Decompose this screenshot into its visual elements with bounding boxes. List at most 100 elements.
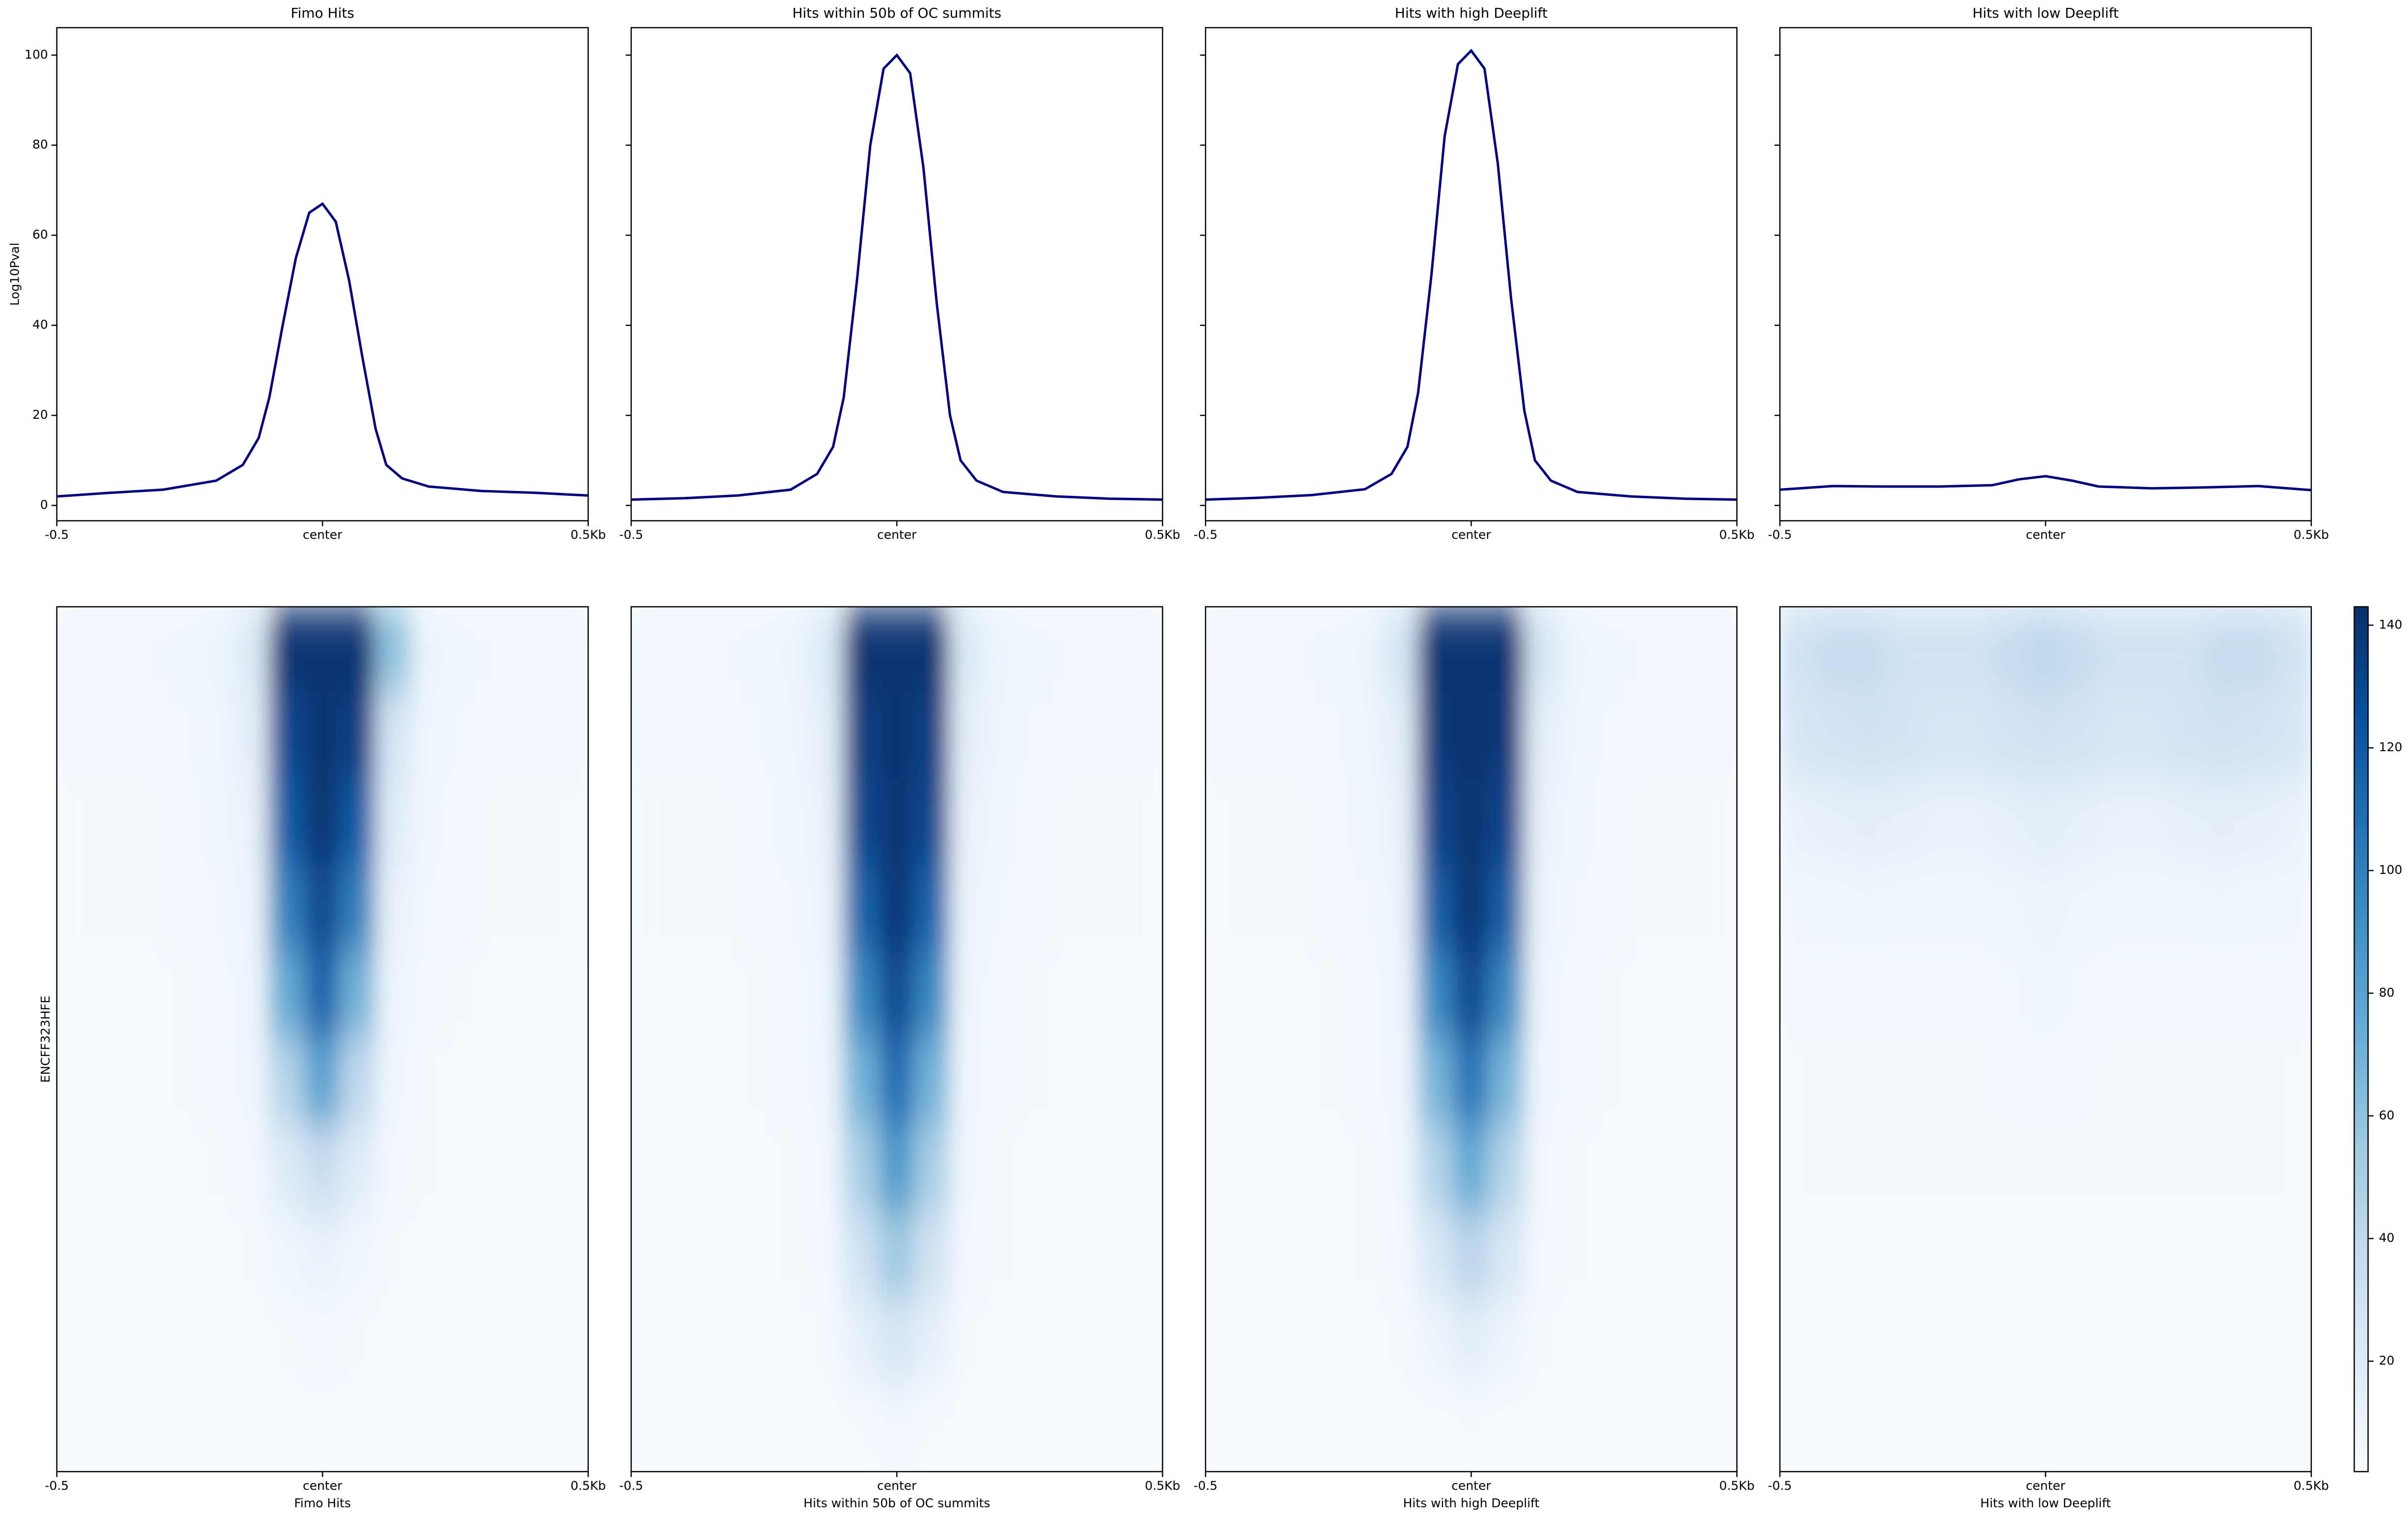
heatmap-cell [552,1385,589,1472]
heatmap-cell [2134,1125,2170,1213]
heatmap-cell [1559,693,1596,781]
heatmap-cell [268,1125,305,1213]
heatmap-cell [1205,1211,1242,1300]
heatmap-cell [2027,693,2064,781]
heatmap-cell [1559,1298,1596,1386]
heatmap-cell [410,1385,447,1472]
heatmap-cell [2134,1298,2170,1386]
heatmap-cell [985,693,1021,781]
heatmap-cell [233,1385,270,1472]
heatmap-cell [1921,952,1958,1040]
heatmap-cell [631,952,668,1040]
heatmap-cell [949,866,986,953]
heatmap-cell [1488,1385,1525,1472]
heatmap-cell [481,1211,518,1300]
heatmap-cell [1850,779,1887,867]
heatmap-cell [1488,952,1525,1040]
heatmap-cell [1559,866,1596,953]
heatmap-cell [2062,1385,2099,1472]
x-tick-label: 0.5Kb [1145,1478,1180,1493]
heatmap-cell [843,693,880,781]
heatmap-cell [807,1298,844,1386]
heatmap-cell [1524,1211,1560,1300]
heatmap-cell [701,1038,738,1126]
heatmap-cell [1665,606,1702,694]
heatmap-cell [879,606,915,694]
heatmap-cell [949,1385,986,1472]
heatmap-cell [1595,693,1632,781]
heatmap-cell [446,1298,482,1386]
x-axis-label: Hits with low Deeplift [1980,1496,2111,1510]
heatmap-cell [1056,1211,1093,1300]
heatmap-cell [1382,1211,1419,1300]
y-tick-label: 60 [32,227,48,242]
heatmap-cell [410,1038,447,1126]
heatmap-cell [268,1298,305,1386]
heatmap-cell [481,1125,518,1213]
heatmap-cell [1559,1125,1596,1213]
heatmap-cell [1488,1038,1525,1126]
heatmap-cell [1780,693,1816,781]
heatmap-cell [1346,779,1383,867]
heatmap-cell [127,1385,164,1472]
x-axis-label: Fimo Hits [294,1496,351,1510]
heatmap-cell [1956,1298,1993,1386]
x-tick-label: 0.5Kb [1719,1478,1755,1493]
heatmap-cell [1276,1385,1312,1472]
heatmap-cell [1665,1125,1702,1213]
heatmap-cell [1850,693,1887,781]
heatmap-cell [1311,1298,1348,1386]
heatmap-cell [1524,693,1560,781]
heatmap-cell [91,952,129,1040]
heatmap-cell [2240,866,2276,953]
heatmap-cell [2098,866,2135,953]
heatmap-cell [2240,1038,2276,1126]
colorbar-tick-label: 140 [2379,617,2403,631]
heatmap-cell [843,1211,880,1300]
heatmap [1205,606,1737,1472]
heatmap-cell [843,952,880,1040]
heatmap-cell [949,952,986,1040]
heatmap-cell [268,1385,305,1472]
heatmap-cell [1815,606,1851,694]
heatmap-cell [375,1298,412,1386]
heatmap-cell [1780,952,1816,1040]
heatmap-cell [631,606,668,694]
heatmap-cell [340,693,376,781]
heatmap-cell [233,693,270,781]
heatmap-cell [985,1298,1021,1386]
heatmap-cell [1311,779,1348,867]
heatmap-cell [666,1211,703,1300]
heatmap-cell [1815,1385,1851,1472]
heatmap-cell [552,1038,589,1126]
heatmap-cell [127,866,164,953]
heatmap-cell [1701,1385,1737,1472]
heatmap-cell [446,1385,482,1472]
heatmap-cell [56,1038,93,1126]
heatmap-cell [2275,693,2311,781]
heatmap-cell [1091,606,1128,694]
heatmap-cell [1020,866,1057,953]
heatmap-cell [1780,779,1816,867]
heatmap-cell [1418,1038,1454,1126]
heatmap-cell [1630,952,1667,1040]
heatmap-cell [127,693,164,781]
heatmap-cell [1701,1211,1737,1300]
x-tick-label: 0.5Kb [570,1478,606,1493]
heatmap-cell [1815,1125,1851,1213]
heatmap-cell [772,952,809,1040]
heatmap-cell [2134,606,2170,694]
heatmap-cell [1311,693,1348,781]
heatmap-cell [2098,1298,2135,1386]
heatmap-cell [375,866,412,953]
heatmap-cell [268,952,305,1040]
heatmap-cell [1056,1125,1093,1213]
heatmap-cell [1488,1298,1525,1386]
heatmap-cell [1056,866,1093,953]
heatmap-cell [446,1125,482,1213]
heatmap-cell [1992,1125,2029,1213]
axes-frame [56,27,589,521]
heatmap-cell [1205,693,1242,781]
heatmap-cell [2275,1211,2311,1300]
